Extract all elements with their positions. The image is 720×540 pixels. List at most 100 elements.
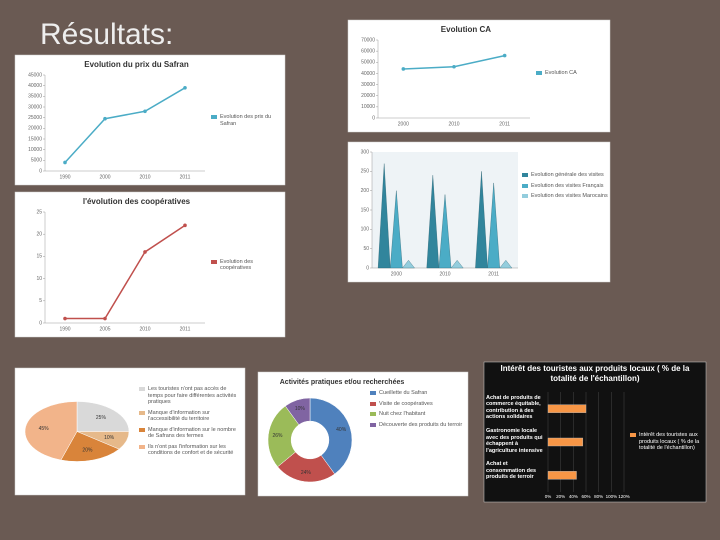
x-tick-label: 2000 [391, 271, 402, 277]
bar [547, 437, 584, 447]
legend-item: Evolution des visites Marocains [522, 193, 608, 200]
y-tick-label: 10000 [361, 104, 375, 110]
point [143, 250, 147, 254]
cone [402, 260, 415, 269]
y-tick-label: 0 [366, 265, 369, 271]
legend-swatch [370, 391, 376, 395]
legend-swatch [139, 444, 145, 449]
x-tick-label: 0% [545, 494, 552, 499]
chart-title: Intérêt des touristes aux produits locau… [500, 364, 690, 383]
x-tick-label: 2010 [439, 271, 450, 277]
chart: 25% 10% 20% 45% Les touristes n'ont pas accè… [14, 367, 246, 496]
legend: Evolution CA [536, 70, 608, 77]
legend-swatch [522, 194, 528, 198]
legend: Les touristes n'ont pas accès de temps p… [139, 386, 241, 456]
y-tick-label: 50000 [361, 60, 375, 66]
x-tick-label: 20% [556, 494, 565, 499]
legend-swatch [630, 433, 636, 437]
legend-item: Manque d'information sur le nombre de Sa… [139, 427, 241, 440]
point [103, 116, 107, 121]
chart: Activités pratiques et/ou recherchées 40%… [257, 371, 469, 497]
y-tick-label: 25 [36, 209, 42, 215]
legend: Evolution générale des visites Evolution … [522, 172, 608, 200]
cone [487, 182, 500, 269]
y-tick-label: 5 [39, 298, 42, 304]
chart-title: Activités pratiques et/ou recherchées [280, 379, 405, 386]
cone [390, 190, 403, 269]
legend-label: Evolution des coopératives [220, 258, 254, 272]
chart-title: l'évolution des coopératives [83, 197, 191, 206]
legend-box: Evolution CA [536, 70, 608, 77]
chart: Evolution CA 0 10000 20000 30000 40000 50000 60… [347, 19, 611, 133]
legend-item: Evolution des prix du Safran [211, 114, 283, 127]
y-tick-label: 40000 [361, 71, 375, 77]
legend: Cueillette du Safran Visite de coopérativ… [370, 390, 464, 428]
y-tick-label: 30000 [361, 82, 375, 88]
donut-slice [284, 397, 311, 426]
legend: Evolution des prix du Safran [211, 114, 283, 127]
x-tick-label: 2010 [139, 326, 150, 332]
x-tick-label: 2005 [99, 326, 110, 332]
y-tick-label: 10000 [28, 147, 42, 153]
point [103, 316, 107, 321]
chart: Evolution du prix du Safran 0 5000 10000 150… [14, 54, 286, 186]
data-label: 10% [295, 406, 306, 412]
legend-swatch [370, 422, 376, 427]
data-label: 10% [104, 435, 115, 441]
data-label: 25% [96, 415, 107, 421]
legend: Evolution des coopératives [211, 258, 254, 272]
x-tick-label: 40% [569, 494, 578, 499]
chart-title: Evolution CA [441, 25, 491, 34]
x-tick-label: 2010 [448, 121, 459, 127]
legend-box: Intérêt des touristes aux produits locau… [630, 432, 704, 452]
x-tick-label: 1990 [59, 326, 70, 332]
data-label: 45% [39, 426, 50, 432]
y-tick-label: 20000 [28, 126, 42, 132]
category-box: Achat et consommation des produits de te… [486, 461, 537, 481]
chart-background [14, 191, 286, 338]
data-label: 20% [82, 447, 93, 453]
chart-title-box: Intérêt des touristes aux produits locau… [500, 364, 690, 383]
y-tick-label: 5000 [31, 158, 42, 164]
legend-item: Evolution générale des visites [522, 172, 608, 179]
y-tick-label: Achat et consommation des produits de te… [486, 461, 537, 481]
legend-swatch [139, 410, 145, 415]
cone [499, 260, 513, 269]
x-tick-label: 60% [581, 494, 590, 499]
y-tick-label: 0 [372, 115, 375, 121]
point [63, 160, 67, 165]
cone [438, 194, 452, 269]
y-tick-label: 250 [361, 169, 370, 175]
chart-title: Evolution du prix du Safran [84, 60, 189, 69]
legend-item: Nuit chez l'habitant [370, 411, 464, 418]
y-tick-label: 20000 [361, 93, 375, 99]
x-tick-label: 2000 [99, 174, 110, 180]
legend-swatch [370, 412, 376, 416]
x-tick-label: 100% [606, 494, 618, 499]
point [452, 64, 456, 69]
legend-label: Evolution générale des visites [531, 172, 604, 178]
y-tick-label: 10 [36, 276, 42, 282]
y-tick-label: Achat de produits de commerce équitable,… [486, 394, 541, 421]
legend-item: Evolution des visites Français [522, 183, 608, 190]
point [401, 67, 406, 71]
legend-item: Evolution CA [536, 70, 608, 77]
y-tick-label: 15000 [28, 136, 42, 142]
y-tick-label: Gastronomie locale avec des produits qui… [486, 428, 543, 454]
chart: 0 50 100 150 200 250 300 2000 2010 2011 Evolution … [347, 141, 611, 283]
chart-background [483, 361, 707, 503]
y-tick-label: 0 [39, 168, 42, 174]
legend-item: Manque d'information sur l'accessibilité… [139, 410, 241, 423]
legend-item: Découverte des produits du terroir [370, 422, 464, 429]
chart: l'évolution des coopératives 0 5 10 15 20 25 19… [14, 191, 286, 338]
x-tick-label: 120% [618, 494, 630, 499]
legend-label: Evolution CA [545, 70, 577, 76]
legend-label: Evolution des visites Marocains [531, 193, 608, 199]
point [183, 223, 187, 228]
y-tick-label: 150 [361, 207, 370, 213]
legend-box: Evolution des prix du Safran [211, 114, 283, 127]
legend-box: Cueillette du Safran Visite de coopérativ… [370, 390, 464, 428]
legend-label: Visite de coopératives [379, 400, 433, 407]
y-tick-label: 30000 [28, 104, 42, 110]
